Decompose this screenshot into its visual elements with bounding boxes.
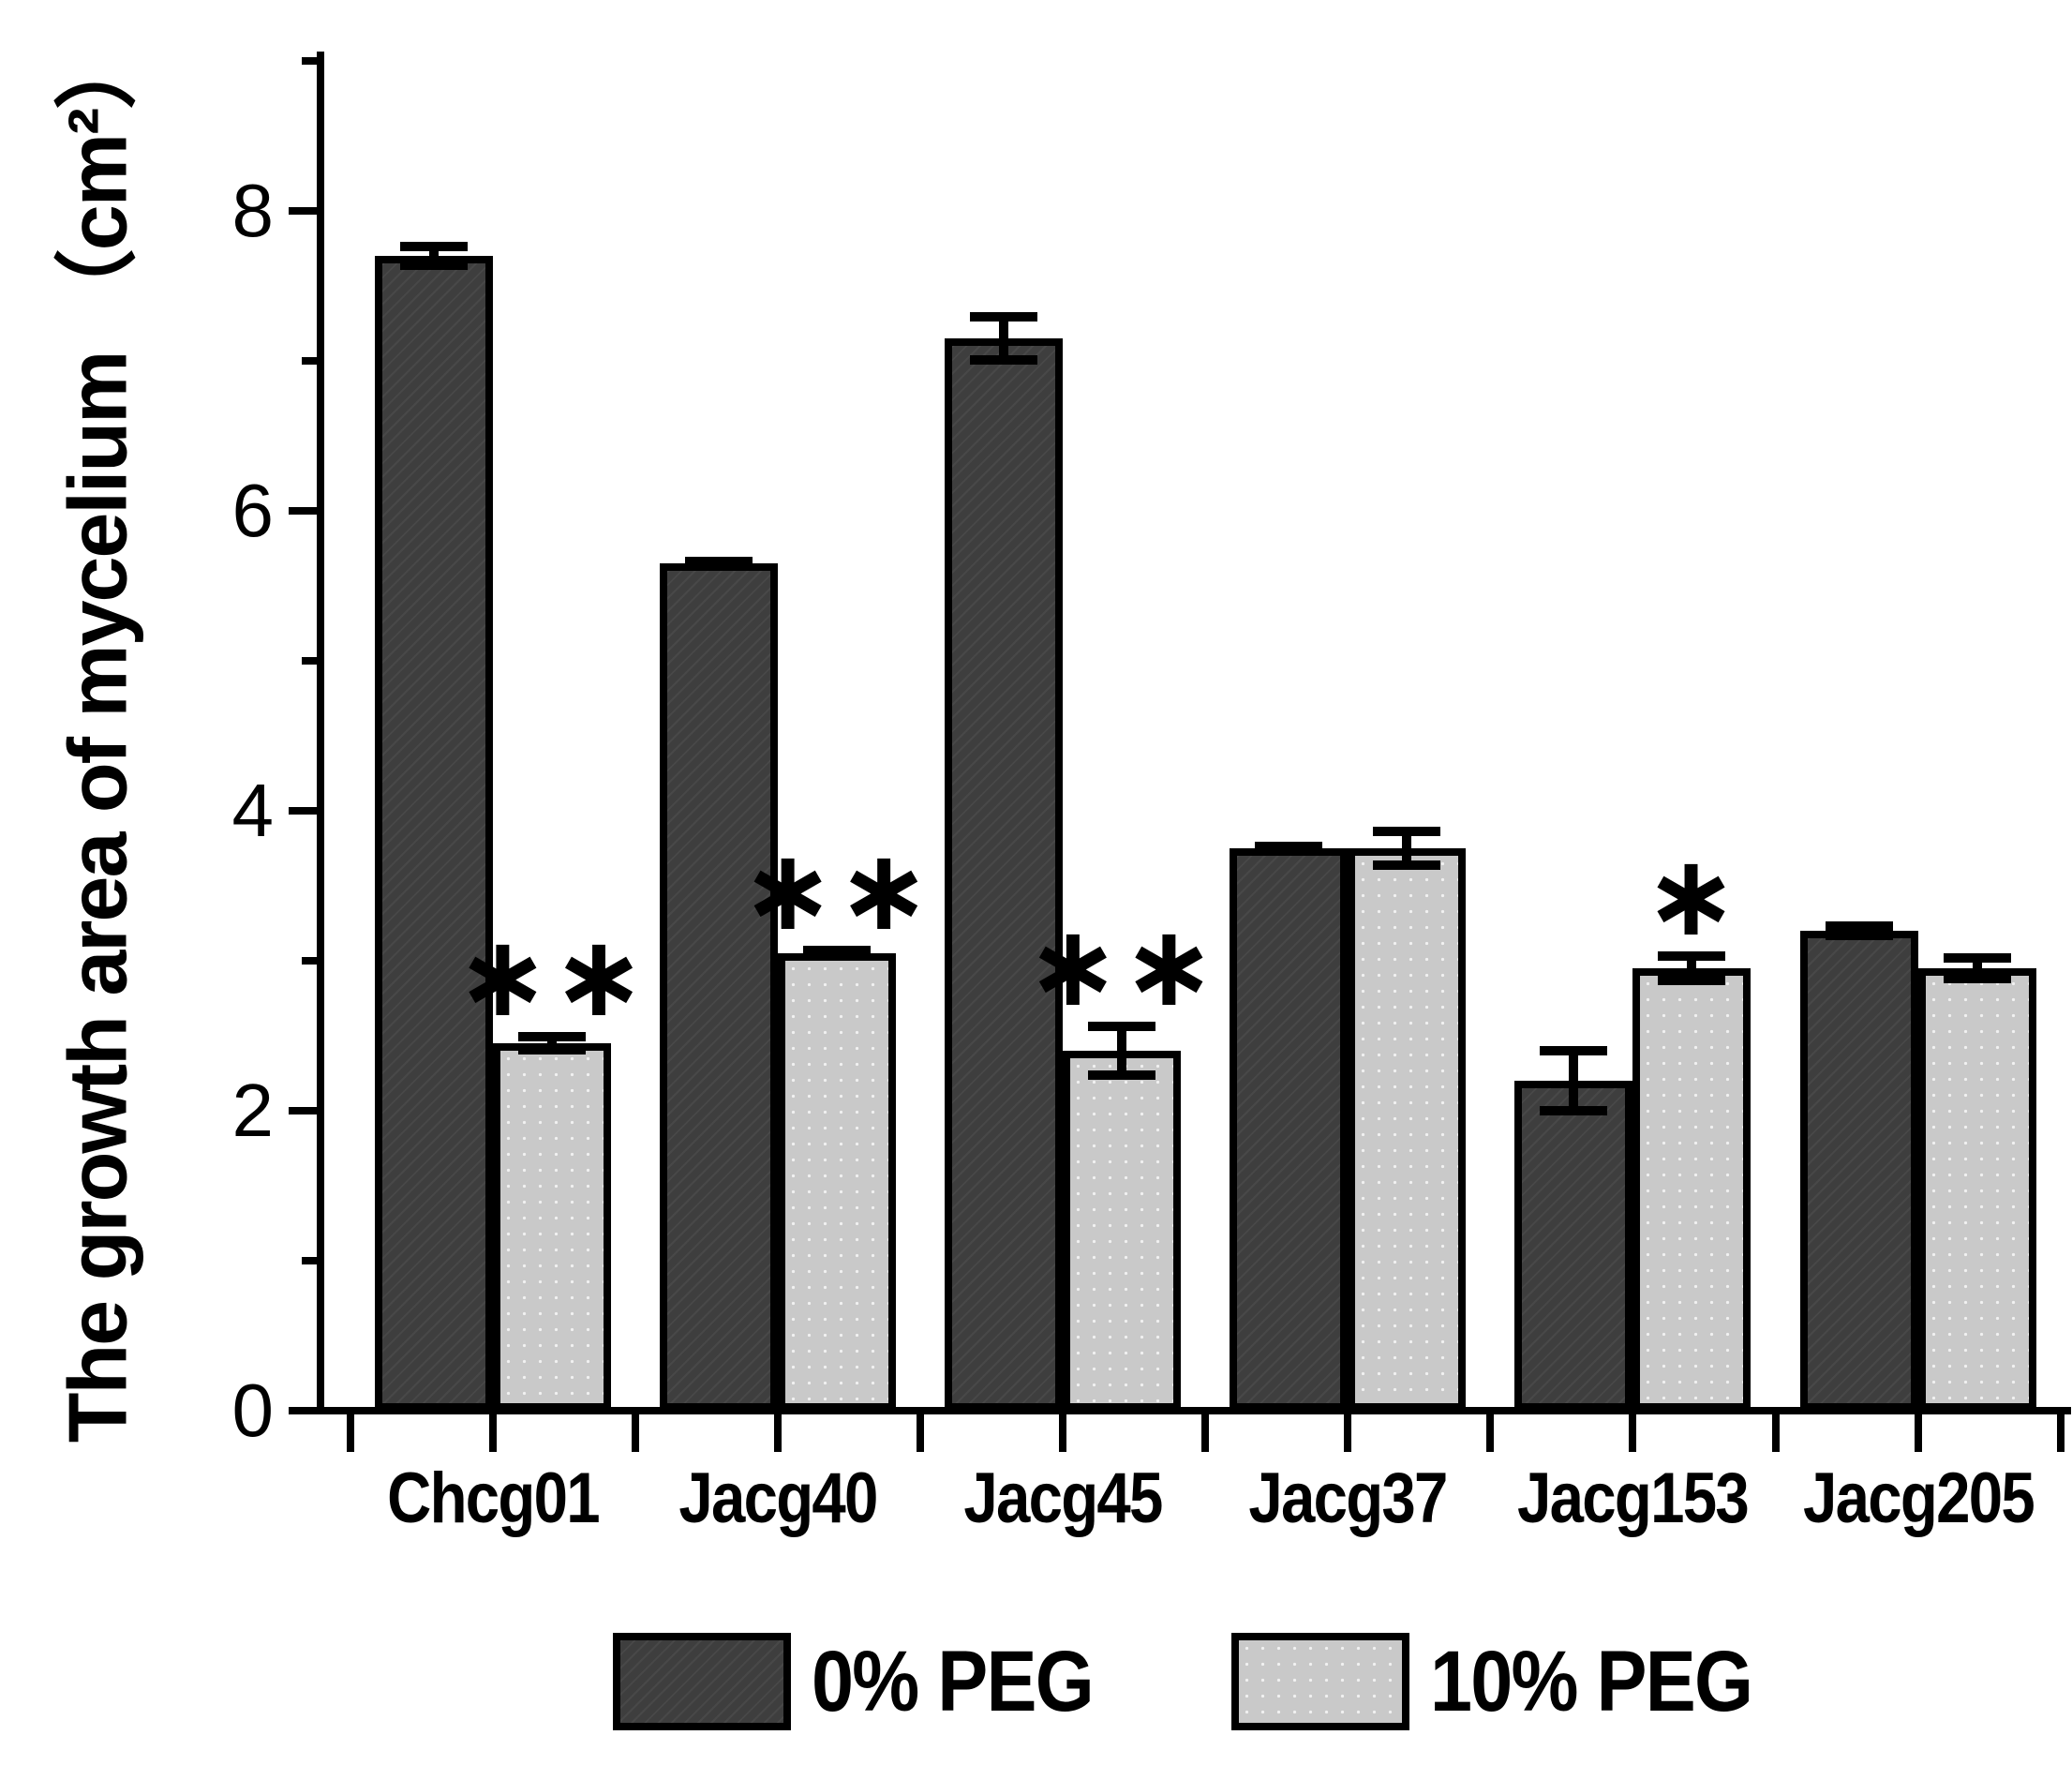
error-bar-cap-bottom bbox=[1373, 860, 1441, 870]
legend: 0% PEG 10% PEG bbox=[0, 1633, 2072, 1745]
bar-jacg205-10pct-peg bbox=[1917, 968, 2036, 1411]
x-axis-tick-2 bbox=[631, 1414, 639, 1452]
legend-swatch-10pct-peg bbox=[1231, 1633, 1409, 1730]
y-axis-major-tick-4 bbox=[289, 807, 324, 815]
y-axis-minor-tick-1 bbox=[302, 1257, 324, 1264]
legend-label-10pct-peg: 10% PEG bbox=[1430, 1634, 1753, 1729]
error-bar-cap-top bbox=[802, 945, 871, 955]
y-axis-tick-label-4: 4 bbox=[231, 769, 275, 852]
x-axis-tick-0 bbox=[346, 1414, 354, 1452]
error-bar-line bbox=[1402, 829, 1412, 868]
error-bar-cap-bottom bbox=[802, 951, 871, 962]
y-axis-major-tick-0 bbox=[289, 1407, 324, 1414]
error-bar-line bbox=[1687, 953, 1697, 983]
x-axis-tick-7 bbox=[1344, 1414, 1352, 1452]
y-axis-tick-label-6: 6 bbox=[231, 469, 275, 552]
error-bar-line bbox=[1972, 954, 1982, 982]
x-axis-category-label-jacg153: Jacg153 bbox=[1517, 1458, 1750, 1538]
bar-jacg45-0pct-peg bbox=[945, 338, 1063, 1411]
y-axis-major-tick-6 bbox=[289, 507, 324, 515]
significance-marker-jacg45: ∗∗ bbox=[1025, 902, 1218, 1033]
y-axis-minor-tick-5 bbox=[302, 657, 324, 665]
x-axis-line bbox=[317, 1407, 2071, 1414]
y-axis-major-tick-8 bbox=[289, 207, 324, 215]
error-bar-line bbox=[1117, 1024, 1126, 1078]
x-axis-tick-3 bbox=[773, 1414, 782, 1452]
bar-jacg40-0pct-peg bbox=[659, 563, 778, 1411]
bar-jacg205-0pct-peg bbox=[1799, 931, 1918, 1411]
error-bar-cap-top bbox=[1373, 827, 1441, 837]
y-axis-major-tick-2 bbox=[289, 1107, 324, 1114]
y-axis-minor-tick-7 bbox=[302, 357, 324, 365]
error-bar-cap-bottom bbox=[1088, 1069, 1155, 1080]
error-bar-cap-bottom bbox=[1825, 931, 1893, 940]
error-bar-cap-top bbox=[1540, 1045, 1608, 1055]
x-axis-category-label-jacg37: Jacg37 bbox=[1248, 1458, 1449, 1538]
x-axis-category-label-jacg205: Jacg205 bbox=[1802, 1458, 2035, 1538]
y-axis-minor-tick-3 bbox=[302, 957, 324, 965]
x-axis-tick-1 bbox=[488, 1414, 497, 1452]
bar-jacg37-10pct-peg bbox=[1348, 848, 1467, 1411]
bar-jacg153-10pct-peg bbox=[1632, 968, 1752, 1411]
x-axis-tick-9 bbox=[1629, 1414, 1637, 1452]
error-bar-cap-bottom bbox=[1540, 1106, 1608, 1116]
bar-jacg37-0pct-peg bbox=[1230, 848, 1349, 1411]
bar-chcg01-0pct-peg bbox=[374, 256, 493, 1411]
y-axis-tick-label-0: 0 bbox=[231, 1369, 275, 1452]
x-axis-tick-8 bbox=[1486, 1414, 1495, 1452]
y-axis-tick-label-8: 8 bbox=[231, 169, 275, 252]
error-bar-cap-bottom bbox=[684, 560, 753, 570]
error-bar-cap-top bbox=[399, 242, 468, 252]
y-axis-minor-tick-9 bbox=[302, 57, 324, 65]
error-bar-cap-top bbox=[1658, 951, 1726, 961]
error-bar-line bbox=[428, 244, 439, 268]
error-bar-cap-bottom bbox=[1255, 845, 1323, 855]
error-bar-cap-bottom bbox=[1658, 976, 1726, 985]
x-axis-tick-12 bbox=[2056, 1414, 2065, 1452]
error-bar-cap-top bbox=[970, 312, 1037, 322]
error-bar-line bbox=[999, 314, 1008, 363]
error-bar-cap-bottom bbox=[399, 260, 468, 270]
significance-marker-jacg153: ∗ bbox=[1644, 831, 1740, 962]
error-bar-cap-bottom bbox=[517, 1044, 586, 1055]
error-bar-cap-top bbox=[1825, 921, 1893, 931]
bar-jacg45-10pct-peg bbox=[1063, 1051, 1181, 1411]
error-bar-cap-top bbox=[517, 1032, 586, 1042]
x-axis-tick-10 bbox=[1771, 1414, 1780, 1452]
error-bar-cap-bottom bbox=[1943, 974, 2011, 984]
x-axis-category-label-jacg45: Jacg45 bbox=[963, 1458, 1163, 1538]
x-axis-tick-11 bbox=[1914, 1414, 1922, 1452]
bar-chcg01-10pct-peg bbox=[492, 1043, 611, 1411]
error-bar-line bbox=[546, 1034, 557, 1053]
bar-jacg153-0pct-peg bbox=[1514, 1081, 1633, 1411]
error-bar-line bbox=[1569, 1047, 1579, 1114]
x-axis-category-label-jacg40: Jacg40 bbox=[678, 1458, 878, 1538]
y-axis-line bbox=[317, 52, 324, 1414]
x-axis-category-label-chcg01: Chcg01 bbox=[386, 1458, 601, 1538]
significance-marker-jacg40: ∗∗ bbox=[740, 825, 933, 956]
x-axis-tick-6 bbox=[1201, 1414, 1210, 1452]
error-bar-cap-top bbox=[1943, 952, 2011, 963]
y-axis-tick-label-2: 2 bbox=[231, 1069, 275, 1152]
x-axis-tick-5 bbox=[1059, 1414, 1066, 1452]
error-bar-cap-bottom bbox=[970, 354, 1037, 365]
legend-label-0pct-peg: 0% PEG bbox=[812, 1634, 1095, 1729]
legend-swatch-0pct-peg bbox=[613, 1633, 791, 1730]
x-axis-tick-4 bbox=[916, 1414, 924, 1452]
error-bar-cap-top bbox=[1088, 1022, 1155, 1032]
significance-marker-chcg01: ∗∗ bbox=[455, 912, 648, 1043]
bar-jacg40-10pct-peg bbox=[777, 953, 896, 1411]
